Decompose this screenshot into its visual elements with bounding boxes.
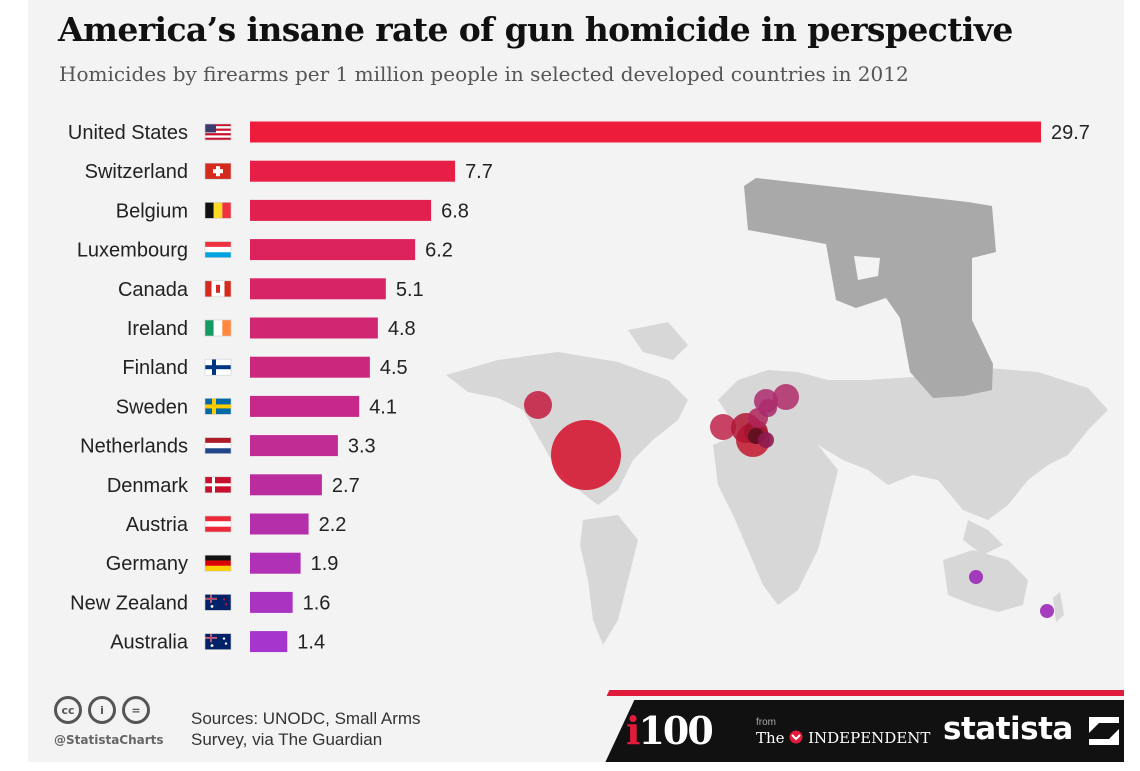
canada-flag bbox=[204, 280, 232, 298]
finland-flag bbox=[204, 358, 232, 376]
value-label: 1.4 bbox=[297, 632, 325, 654]
bubble-austria bbox=[758, 432, 774, 448]
bubble-ireland bbox=[710, 414, 736, 440]
category-label: Canada bbox=[118, 279, 189, 301]
chart-subtitle: Homicides by firearms per 1 million peop… bbox=[59, 62, 909, 86]
value-label: 7.7 bbox=[465, 161, 493, 183]
bubble-canada bbox=[524, 391, 552, 419]
infographic-card: America’s insane rate of gun homicide in… bbox=[28, 0, 1124, 762]
category-label: Germany bbox=[106, 553, 188, 575]
from-label: from bbox=[756, 717, 776, 728]
denmark-flag bbox=[204, 476, 232, 494]
independent-logo: The INDEPENDENT bbox=[756, 729, 930, 747]
category-label: Ireland bbox=[127, 318, 188, 340]
i100-logo-i: i bbox=[626, 708, 641, 753]
bar bbox=[250, 239, 416, 261]
new-zealand-flag bbox=[204, 594, 232, 611]
ireland-flag bbox=[204, 319, 232, 337]
bar-rows: United States 29.7 Switzerland 7.7 Belgium 6.… bbox=[68, 121, 1090, 654]
pistol-icon bbox=[744, 178, 996, 398]
switzerland-flag bbox=[204, 162, 232, 180]
bar bbox=[250, 395, 360, 417]
value-label: 3.3 bbox=[348, 436, 376, 458]
independent-name: INDEPENDENT bbox=[808, 729, 931, 747]
i100-logo: i100 bbox=[626, 708, 714, 753]
category-label: Netherlands bbox=[80, 436, 188, 458]
value-label: 4.8 bbox=[388, 318, 416, 340]
australia-flag bbox=[204, 633, 232, 650]
bubble-finland bbox=[773, 384, 799, 410]
value-label: 6.2 bbox=[425, 240, 453, 262]
category-label: Belgium bbox=[116, 200, 188, 222]
independent-the: The bbox=[756, 729, 785, 747]
value-label: 2.2 bbox=[319, 514, 347, 536]
footer-red-stripe bbox=[606, 690, 1124, 696]
statista-handle: @StatistaCharts bbox=[54, 733, 164, 747]
statista-wordmark: statista bbox=[943, 711, 1073, 747]
cc-icon: cc bbox=[54, 696, 82, 724]
bar bbox=[250, 317, 378, 339]
no-derivatives-icon: = bbox=[122, 696, 150, 724]
bubble-united-states bbox=[551, 420, 621, 490]
category-label: Sweden bbox=[116, 396, 188, 418]
i100-logo-number: 100 bbox=[638, 708, 713, 753]
category-label: Finland bbox=[122, 357, 188, 379]
attribution-icon: i bbox=[88, 696, 116, 724]
license-icons: cc i = bbox=[54, 696, 150, 724]
value-label: 4.1 bbox=[369, 396, 397, 418]
bar bbox=[250, 356, 370, 378]
value-label: 5.1 bbox=[396, 279, 424, 301]
bar bbox=[250, 474, 322, 496]
value-label: 1.9 bbox=[311, 553, 339, 575]
bar bbox=[250, 121, 1041, 143]
bar bbox=[250, 591, 293, 613]
statista-logo: statista bbox=[943, 711, 1120, 747]
luxembourg-flag bbox=[204, 241, 232, 258]
category-label: Australia bbox=[110, 632, 189, 654]
eagle-icon bbox=[789, 730, 803, 744]
category-label: Luxembourg bbox=[77, 240, 188, 262]
world-map bbox=[446, 322, 1108, 645]
category-label: Switzerland bbox=[85, 161, 188, 183]
germany-flag bbox=[204, 554, 232, 572]
us-flag bbox=[204, 123, 232, 141]
category-label: United States bbox=[68, 122, 188, 144]
map-bubbles bbox=[524, 384, 1054, 618]
bar bbox=[250, 631, 288, 653]
bar bbox=[250, 199, 432, 221]
bar-chart: United States 29.7 Switzerland 7.7 Belgium 6.… bbox=[68, 121, 1108, 654]
sweden-flag bbox=[204, 398, 232, 415]
belgium-flag bbox=[204, 202, 232, 219]
chart-title: America’s insane rate of gun homicide in… bbox=[58, 10, 1013, 49]
statista-mark-icon bbox=[1089, 716, 1120, 745]
bar bbox=[250, 513, 309, 535]
bar bbox=[250, 552, 301, 574]
bar bbox=[250, 278, 386, 300]
bubble-australia bbox=[969, 570, 983, 584]
value-label: 29.7 bbox=[1051, 122, 1090, 144]
category-label: Austria bbox=[126, 514, 189, 536]
bubble-new-zealand bbox=[1040, 604, 1054, 618]
value-label: 1.6 bbox=[303, 592, 331, 614]
netherlands-flag bbox=[204, 437, 232, 454]
bar bbox=[250, 435, 338, 457]
bar bbox=[250, 160, 456, 182]
category-label: Denmark bbox=[107, 475, 189, 497]
value-label: 6.8 bbox=[441, 200, 469, 222]
value-label: 2.7 bbox=[332, 475, 360, 497]
austria-flag bbox=[204, 515, 232, 533]
bubble-sweden bbox=[754, 389, 778, 413]
value-label: 4.5 bbox=[380, 357, 408, 379]
category-label: New Zealand bbox=[70, 592, 188, 614]
sources-note: Sources: UNODC, Small Arms Survey, via T… bbox=[191, 709, 421, 749]
